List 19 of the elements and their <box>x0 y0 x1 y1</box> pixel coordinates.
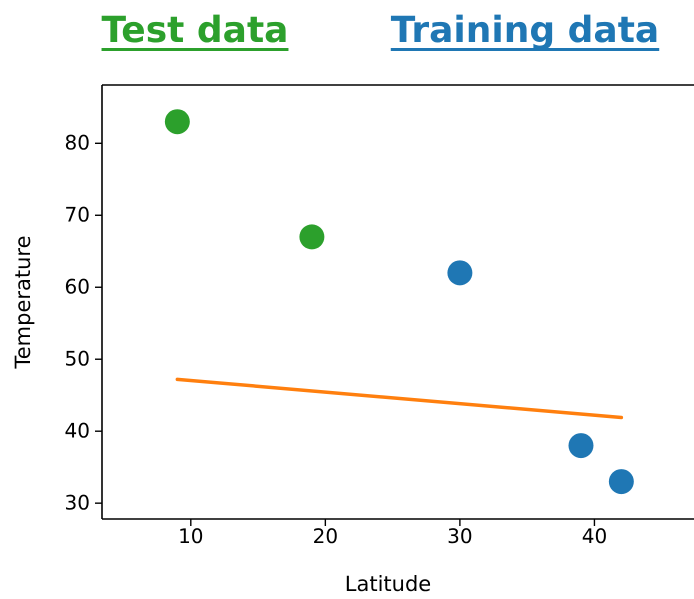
x-tick-label: 20 <box>312 524 338 548</box>
y-tick-label: 60 <box>64 274 90 299</box>
y-tick-label: 40 <box>64 418 90 443</box>
point <box>164 109 190 134</box>
x-axis-title: Latitude <box>344 572 432 596</box>
y-axis-title: Temperature <box>11 235 35 370</box>
point <box>608 469 634 494</box>
x-tick-label: 30 <box>447 524 473 548</box>
text: Training data <box>390 10 660 51</box>
y-tick-label: 80 <box>64 130 90 155</box>
y-tick-label: 50 <box>64 346 90 371</box>
y-tick-label: 70 <box>64 202 90 227</box>
text: Test data <box>102 10 288 51</box>
point <box>568 433 594 458</box>
y-tick-label: 30 <box>64 490 90 515</box>
point <box>299 224 324 250</box>
x-tick-label: 40 <box>582 524 608 548</box>
point <box>447 260 472 286</box>
x-tick-label: 10 <box>178 524 204 548</box>
